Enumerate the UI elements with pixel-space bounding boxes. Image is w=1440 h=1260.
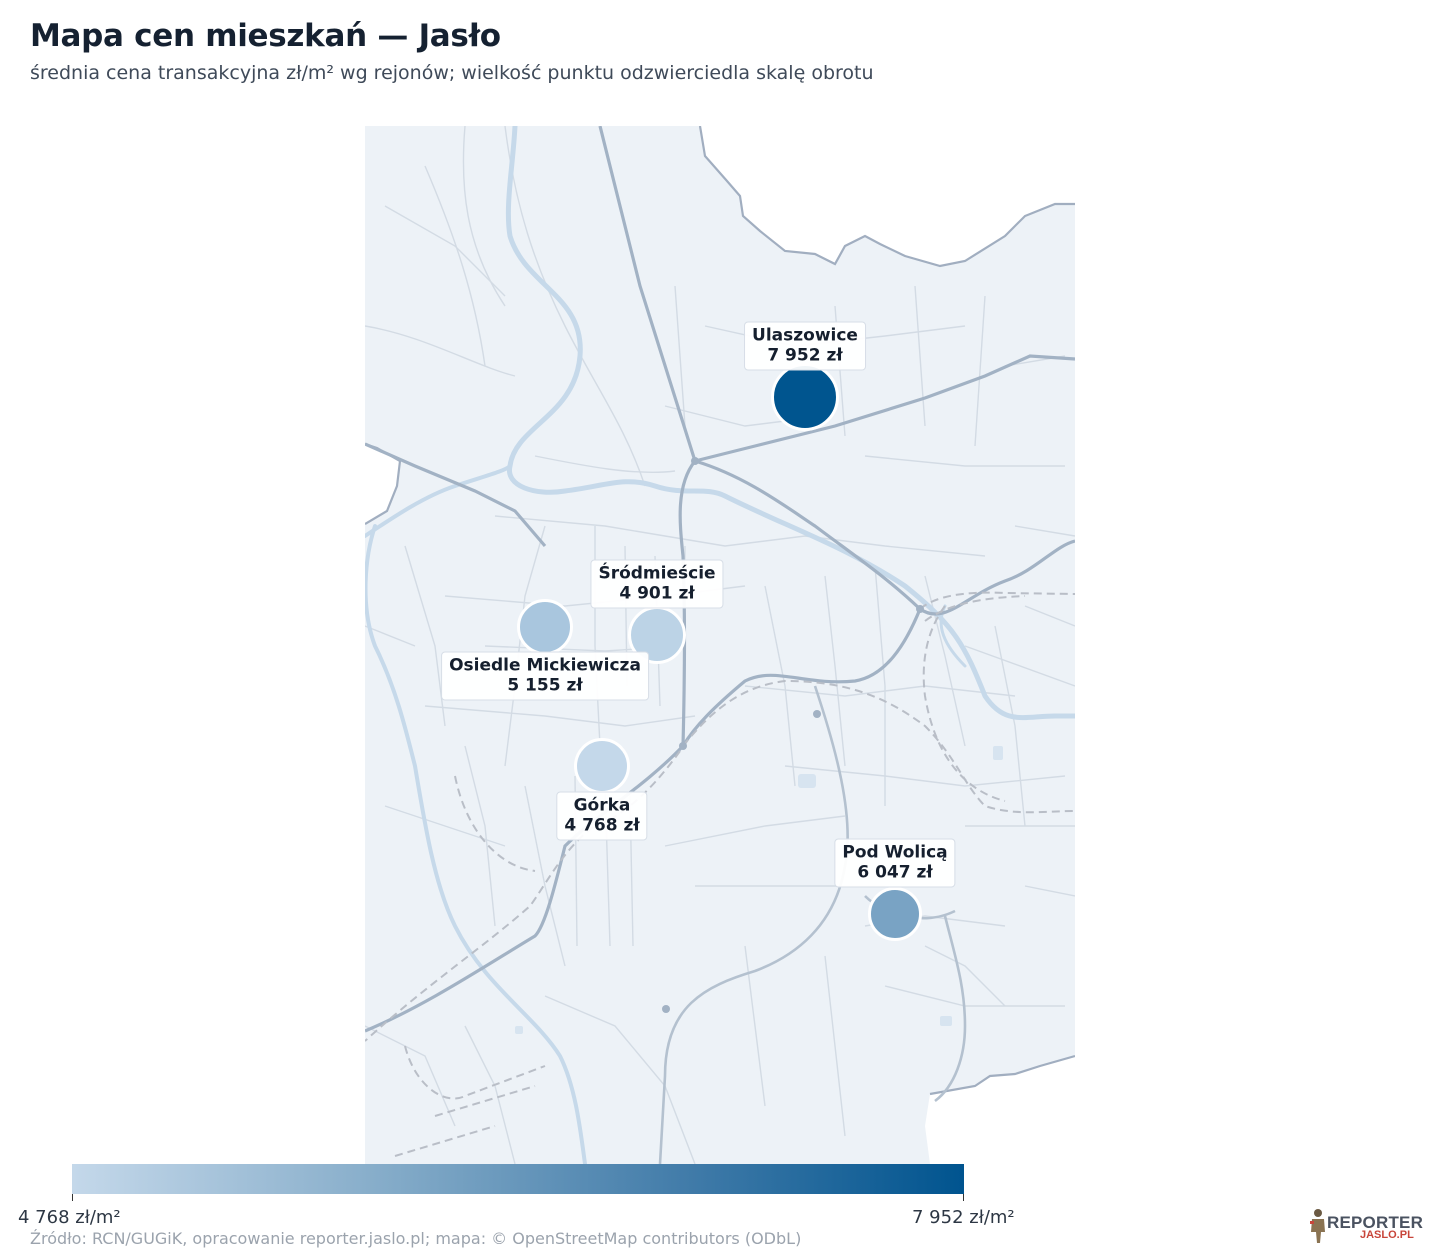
- district-price: 7 952 zł: [767, 345, 843, 366]
- marker-ulaszowice[interactable]: [771, 363, 839, 431]
- label-osiedle-mickiewicza: Osiedle Mickiewicza 5 155 zł: [441, 651, 649, 701]
- label-gorka: Górka 4 768 zł: [556, 791, 648, 841]
- district-name: Śródmieście: [598, 563, 716, 584]
- logo-word-reporter: REPORTER: [1327, 1213, 1424, 1232]
- district-name: Ulaszowice: [752, 325, 858, 346]
- reporter-figure-icon: [1310, 1209, 1325, 1243]
- district-price: 4 901 zł: [619, 583, 695, 604]
- basemap-svg: [365, 126, 1075, 1164]
- color-scale-min-label: 4 768 zł/m²: [18, 1207, 121, 1228]
- color-scale-max-label: 7 952 zł/m²: [912, 1207, 1015, 1228]
- color-scale-max-tick: [963, 1194, 964, 1201]
- reporter-jaslo-logo[interactable]: REPORTER JASLO.PL: [1308, 1206, 1423, 1246]
- district-price: 4 768 zł: [564, 815, 640, 836]
- district-price: 6 047 zł: [857, 862, 933, 883]
- map-subtitle: średnia cena transakcyjna zł/m² wg rejon…: [30, 62, 874, 84]
- marker-gorka[interactable]: [574, 738, 630, 794]
- district-name: Osiedle Mickiewicza: [449, 655, 641, 676]
- source-note: Źródło: RCN/GUGiK, opracowanie reporter.…: [30, 1229, 802, 1248]
- label-srodmiescie: Śródmieście 4 901 zł: [590, 559, 724, 609]
- color-scale-bar: [72, 1164, 964, 1194]
- district-price: 5 155 zł: [507, 675, 583, 696]
- marker-pod-wolica[interactable]: [868, 887, 922, 941]
- district-name: Górka: [573, 795, 631, 816]
- label-ulaszowice: Ulaszowice 7 952 zł: [744, 321, 866, 371]
- logo-word-jaslo: JASLO.PL: [1360, 1229, 1414, 1241]
- label-pod-wolica: Pod Wolicą 6 047 zł: [834, 838, 956, 888]
- marker-osiedle-mickiewicza[interactable]: [517, 599, 573, 655]
- color-scale-min-tick: [72, 1194, 73, 1201]
- map-title: Mapa cen mieszkań — Jasło: [30, 18, 501, 54]
- district-name: Pod Wolicą: [842, 842, 948, 863]
- basemap[interactable]: Ulaszowice 7 952 zł Śródmieście 4 901 zł…: [365, 126, 1075, 1164]
